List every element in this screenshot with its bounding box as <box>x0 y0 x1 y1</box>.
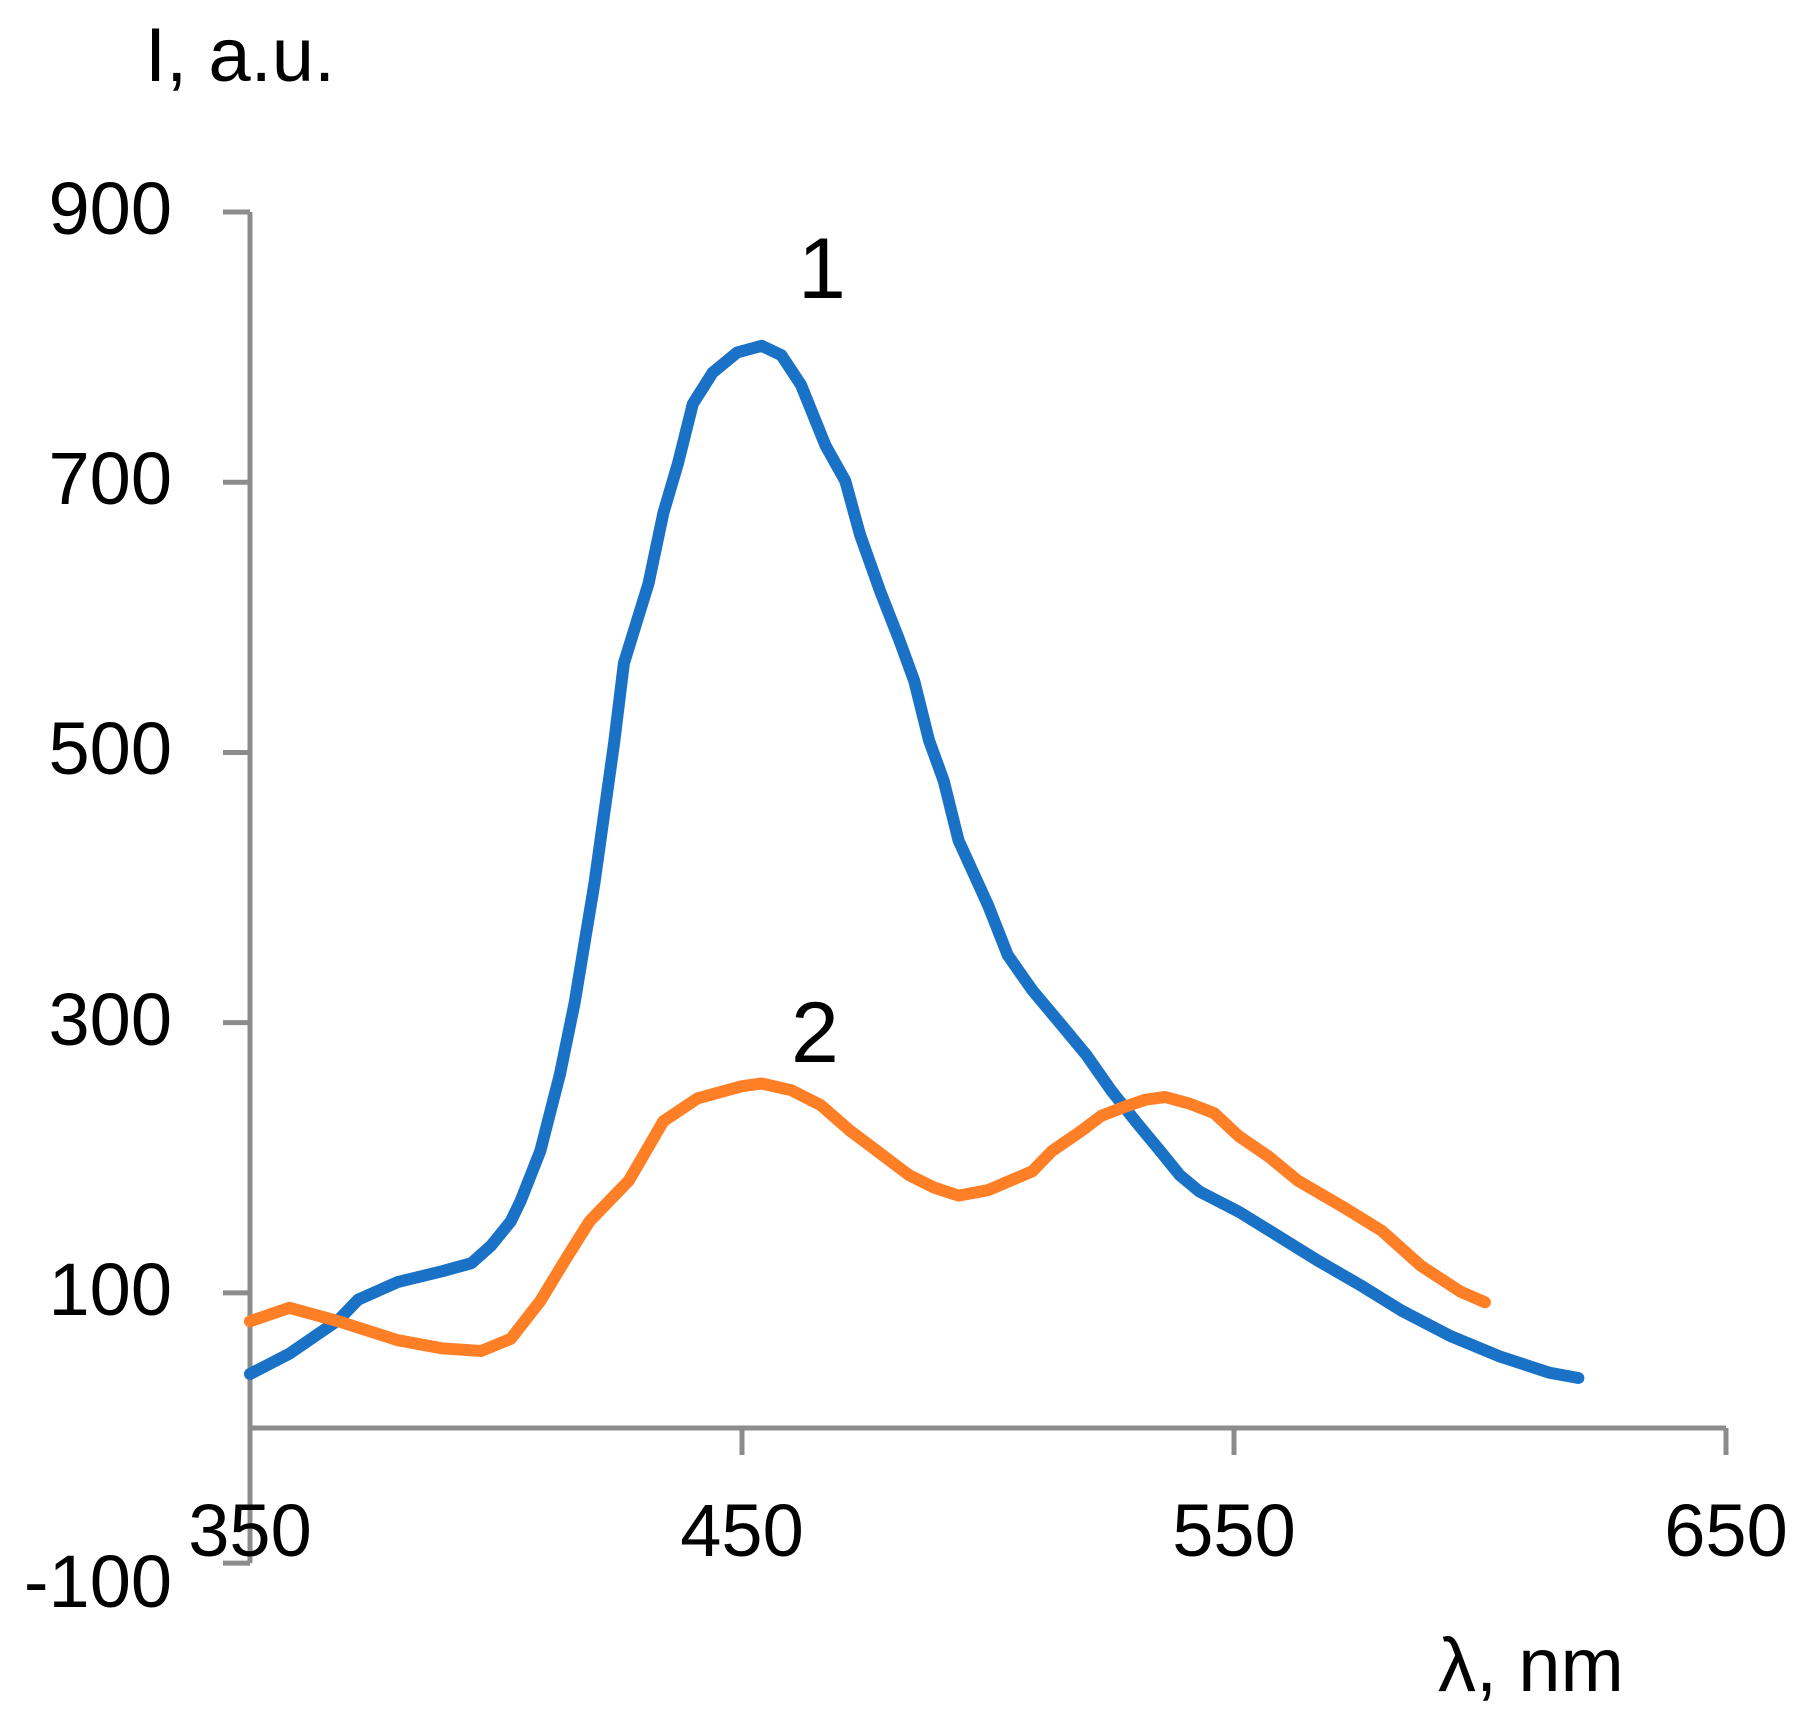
y-tick-label: 700 <box>48 437 172 521</box>
y-tick-label: 100 <box>48 1247 172 1331</box>
x-tick-label: 350 <box>188 1489 312 1572</box>
series-2-label: 2 <box>791 985 839 1081</box>
y-tick-label: 900 <box>48 167 172 250</box>
series-1-line <box>244 339 1585 1384</box>
x-tick-label: 650 <box>1664 1489 1788 1572</box>
x-axis-title: λ, nm <box>1438 1623 1624 1708</box>
x-tick-label: 450 <box>680 1489 804 1572</box>
y-tick-label: 300 <box>48 977 172 1061</box>
y-axis-title: I, a.u. <box>145 13 336 98</box>
series-2-line <box>244 1077 1491 1357</box>
axes <box>223 209 1729 1566</box>
y-tick-label: -100 <box>23 1540 172 1624</box>
x-tick-label: 550 <box>1172 1489 1296 1572</box>
series-1-label: 1 <box>798 221 846 317</box>
y-tick-label: 500 <box>48 707 172 791</box>
